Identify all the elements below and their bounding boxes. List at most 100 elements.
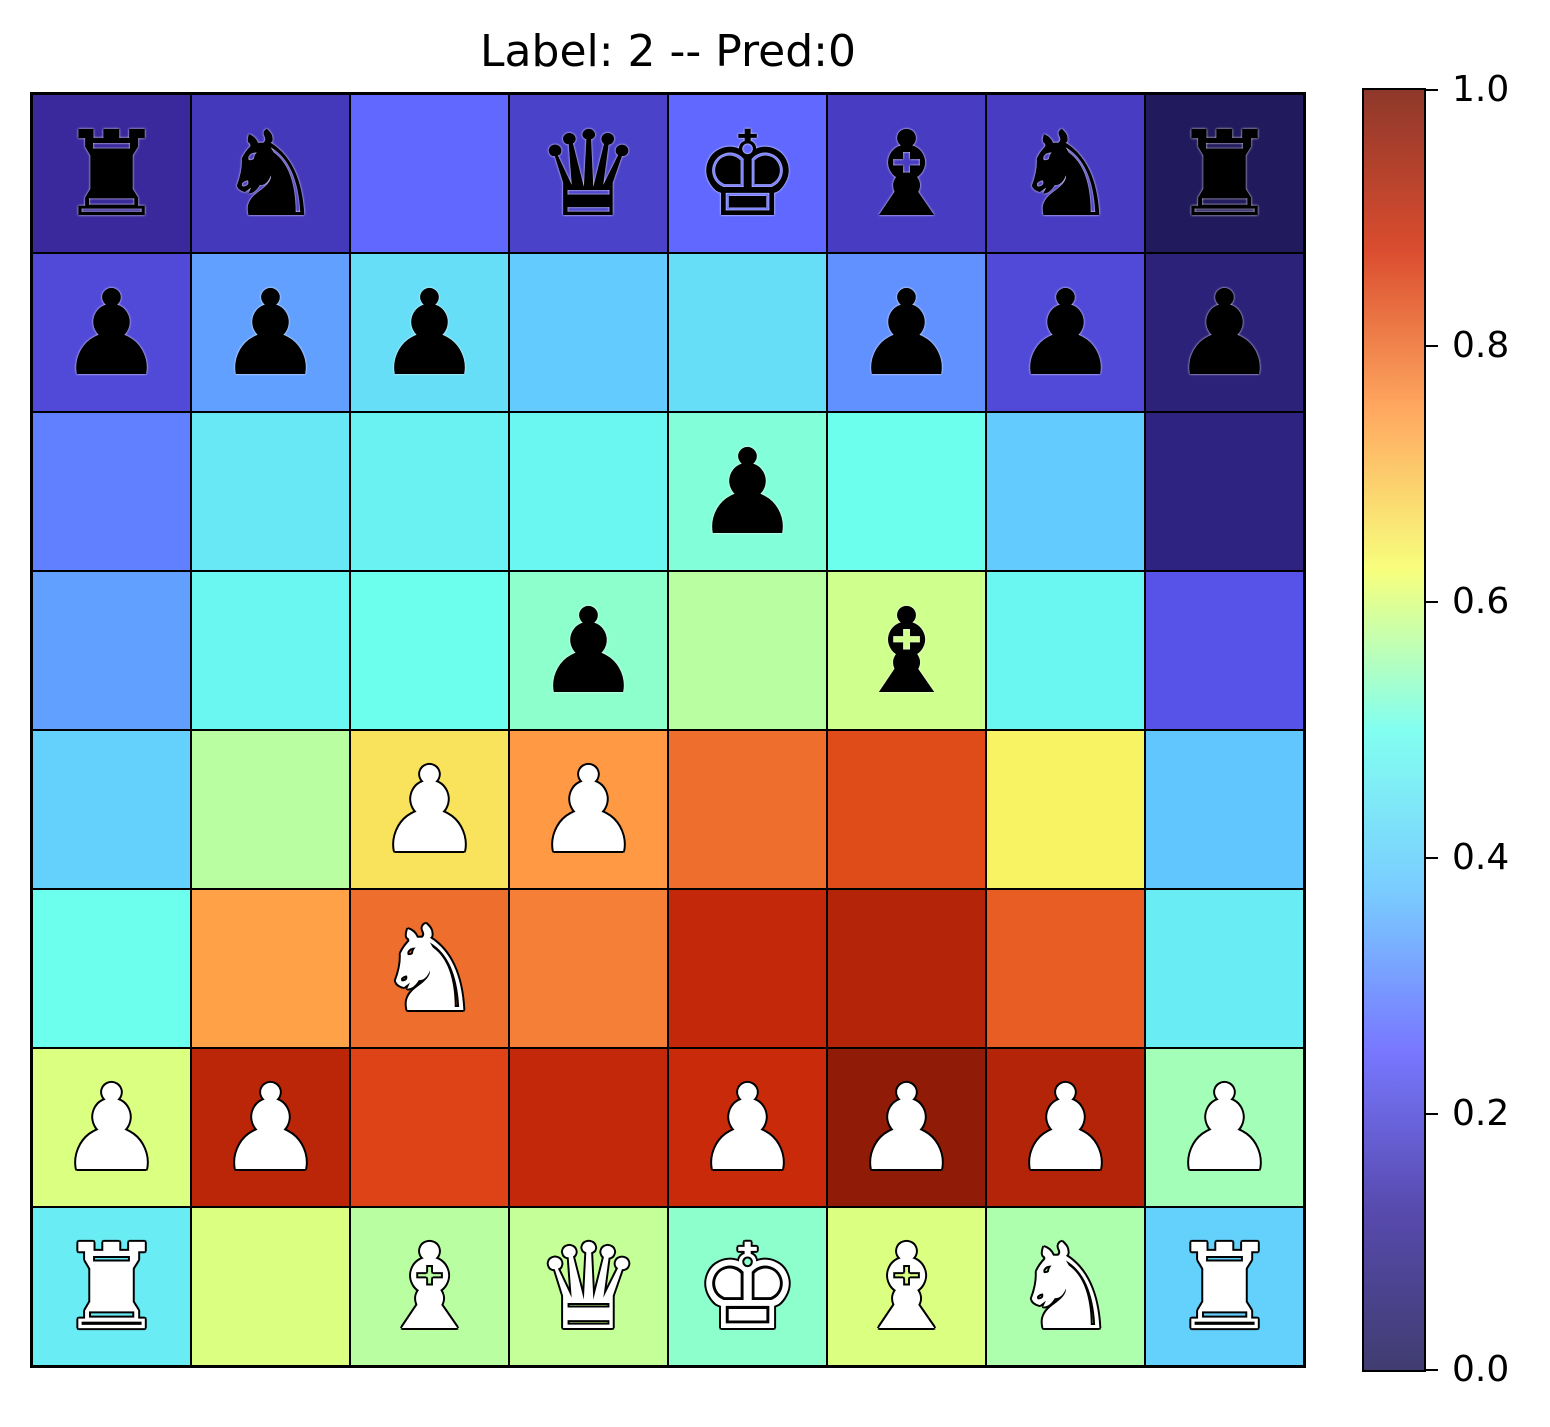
rook-white-icon: ♜ [1171,1217,1278,1356]
pawn-black-icon: ♟ [853,263,960,402]
board-square[interactable] [350,571,509,730]
pawn-white-icon: ♟ [217,1058,324,1197]
pawn-white-icon: ♟ [1171,1058,1278,1197]
board-square[interactable] [668,730,827,889]
board-square[interactable] [32,730,191,889]
board-square[interactable]: ♝ [350,1207,509,1366]
board-square[interactable] [1145,571,1304,730]
bishop-white-icon: ♝ [853,1217,960,1356]
pawn-white-icon: ♟ [535,740,642,879]
board-square[interactable] [668,253,827,412]
board-square[interactable] [509,253,668,412]
board-square[interactable]: ♛ [509,94,668,253]
board-square[interactable]: ♟ [32,253,191,412]
colorbar-gradient [1364,90,1424,1370]
colorbar-tick-label: 0.2 [1452,1093,1510,1134]
bishop-black-icon: ♝ [853,104,960,243]
board-square[interactable]: ♟ [191,1048,350,1207]
board-square[interactable]: ♟ [827,253,986,412]
board-square[interactable] [350,1048,509,1207]
pawn-white-icon: ♟ [376,740,483,879]
board-square[interactable]: ♝ [827,1207,986,1366]
board-square[interactable] [509,412,668,571]
colorbar-tick-mark [1426,601,1438,603]
king-white-icon: ♚ [694,1217,801,1356]
board-square[interactable]: ♟ [986,1048,1145,1207]
board-square[interactable] [827,412,986,571]
colorbar-tick-label: 1.0 [1452,69,1510,110]
pawn-white-icon: ♟ [853,1058,960,1197]
board-square[interactable]: ♟ [191,253,350,412]
board-square[interactable]: ♟ [827,1048,986,1207]
board-square[interactable]: ♟ [32,1048,191,1207]
board-square[interactable] [191,1207,350,1366]
board-square[interactable] [827,889,986,1048]
chart-title: Label: 2 -- Pred:0 [480,26,856,77]
knight-black-icon: ♞ [1012,104,1119,243]
colorbar-tick-label: 0.8 [1452,325,1510,366]
colorbar-tick-mark [1426,1113,1438,1115]
board-square[interactable] [1145,730,1304,889]
board-square[interactable]: ♞ [350,889,509,1048]
colorbar-tick-mark [1426,345,1438,347]
bishop-white-icon: ♝ [376,1217,483,1356]
colorbar [1362,88,1426,1372]
pawn-white-icon: ♟ [58,1058,165,1197]
board-square[interactable] [191,412,350,571]
board-square[interactable]: ♜ [32,94,191,253]
board-square[interactable] [509,889,668,1048]
board-square[interactable]: ♞ [191,94,350,253]
board-square[interactable]: ♟ [668,1048,827,1207]
rook-black-icon: ♜ [1171,104,1278,243]
board-square[interactable]: ♟ [668,412,827,571]
board-square[interactable] [668,889,827,1048]
bishop-black-icon: ♝ [853,581,960,720]
board-square[interactable]: ♟ [1145,1048,1304,1207]
board-square[interactable] [32,889,191,1048]
board-square[interactable] [191,571,350,730]
board-square[interactable]: ♝ [827,571,986,730]
board-square[interactable] [1145,412,1304,571]
board-square[interactable] [191,730,350,889]
board-square[interactable]: ♜ [1145,1207,1304,1366]
board-square[interactable] [986,571,1145,730]
board-square[interactable] [827,730,986,889]
board-square[interactable]: ♞ [986,94,1145,253]
board-square[interactable] [32,571,191,730]
queen-white-icon: ♛ [535,1217,642,1356]
board-square[interactable]: ♟ [1145,253,1304,412]
board-square[interactable] [32,412,191,571]
board-square[interactable]: ♟ [350,253,509,412]
board-square[interactable]: ♟ [509,571,668,730]
board-square[interactable]: ♞ [986,1207,1145,1366]
pawn-black-icon: ♟ [217,263,324,402]
board-square[interactable]: ♟ [986,253,1145,412]
board-square[interactable] [350,94,509,253]
pawn-black-icon: ♟ [535,581,642,720]
board-square[interactable] [350,412,509,571]
board-square[interactable]: ♚ [668,94,827,253]
board-square[interactable]: ♟ [509,730,668,889]
knight-white-icon: ♞ [1012,1217,1119,1356]
board-square[interactable] [668,571,827,730]
rook-white-icon: ♜ [58,1217,165,1356]
board-square[interactable] [509,1048,668,1207]
board-square[interactable]: ♜ [1145,94,1304,253]
pawn-black-icon: ♟ [694,422,801,561]
colorbar-tick-mark [1426,857,1438,859]
board-square[interactable]: ♚ [668,1207,827,1366]
board-square[interactable] [191,889,350,1048]
board-square[interactable] [986,730,1145,889]
board-square[interactable] [986,889,1145,1048]
board-square[interactable]: ♟ [350,730,509,889]
colorbar-tick-mark [1426,1369,1438,1371]
pawn-black-icon: ♟ [1171,263,1278,402]
board-square[interactable]: ♝ [827,94,986,253]
pawn-white-icon: ♟ [1012,1058,1119,1197]
board-square[interactable]: ♛ [509,1207,668,1366]
board-square[interactable] [1145,889,1304,1048]
board-square[interactable] [986,412,1145,571]
board-square[interactable]: ♜ [32,1207,191,1366]
king-black-icon: ♚ [694,104,801,243]
rook-black-icon: ♜ [58,104,165,243]
